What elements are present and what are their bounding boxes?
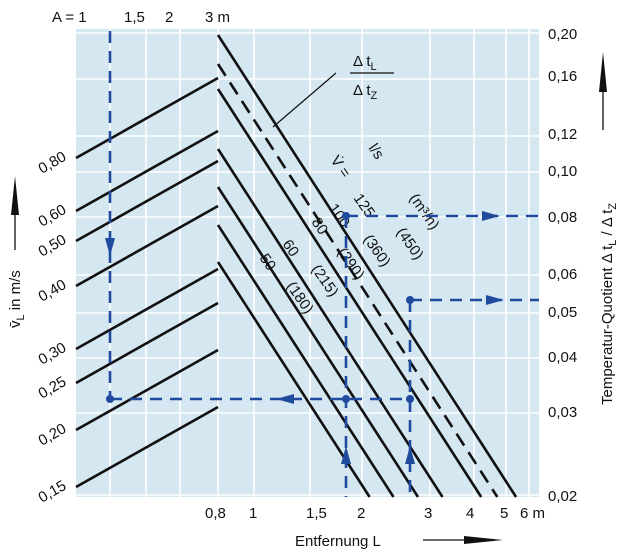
left-tick-0-40: 0,40 bbox=[36, 276, 70, 305]
fraction-numerator: Δ tL bbox=[353, 53, 377, 73]
left-tick-0-30: 0,30 bbox=[36, 339, 70, 368]
x-tick-0-8: 0,8 bbox=[205, 505, 226, 522]
velocity-line-4 bbox=[75, 267, 219, 351]
dot-left bbox=[106, 395, 114, 403]
arrow-left-horizontal bbox=[276, 394, 294, 404]
left-tick-0-20: 0,20 bbox=[36, 420, 70, 449]
series-label-60: 60 bbox=[279, 237, 302, 260]
arrow-right-005 bbox=[486, 295, 504, 305]
left-tick-0-60: 0,60 bbox=[36, 201, 70, 230]
dot-b-top bbox=[406, 296, 414, 304]
right-tick-0-03: 0,03 bbox=[548, 404, 577, 421]
fraction-annotation: Δ tL Δ tZ bbox=[272, 53, 394, 128]
arrow-down-left bbox=[105, 238, 115, 256]
x-tick-2: 2 bbox=[357, 505, 365, 522]
right-axis-arrowhead bbox=[599, 52, 607, 92]
top-axis-tick-3m: 3 m bbox=[205, 9, 230, 26]
right-tick-0-05: 0,05 bbox=[548, 304, 577, 321]
velocity-line-5 bbox=[75, 301, 219, 385]
example-arrows bbox=[105, 211, 504, 464]
left-tick-0-50: 0,50 bbox=[36, 231, 70, 260]
velocity-lines bbox=[75, 76, 219, 489]
diag-125-outer bbox=[216, 34, 518, 498]
dot-b-bottom bbox=[406, 395, 414, 403]
diag-60 bbox=[216, 224, 395, 498]
velocity-line-0 bbox=[75, 76, 219, 160]
fraction-leader bbox=[272, 72, 337, 128]
left-tick-0-25: 0,25 bbox=[36, 373, 70, 402]
diag-125 bbox=[216, 88, 483, 498]
plot-panel bbox=[76, 29, 539, 497]
left-tick-0-15: 0,15 bbox=[36, 477, 70, 506]
top-axis-tick-1-5: 1,5 bbox=[124, 9, 145, 26]
arrow-up-a bbox=[341, 446, 351, 464]
top-axis-prefix: A = 1 bbox=[52, 9, 87, 26]
arrow-right-008 bbox=[482, 211, 500, 221]
diag-dashed bbox=[216, 63, 499, 498]
x-tick-3: 3 bbox=[424, 505, 432, 522]
velocity-line-2 bbox=[75, 159, 219, 243]
x-axis-label: Entfernung L bbox=[295, 533, 381, 550]
x-tick-5: 5 bbox=[500, 505, 508, 522]
example-path bbox=[108, 31, 539, 497]
x-tick-4: 4 bbox=[466, 505, 474, 522]
diag-80 bbox=[216, 186, 420, 498]
right-tick-0-20: 0,20 bbox=[548, 26, 577, 43]
dot-a-bottom bbox=[342, 395, 350, 403]
arrow-up-b bbox=[405, 446, 415, 464]
x-axis-arrowhead bbox=[464, 536, 503, 544]
right-tick-0-12: 0,12 bbox=[548, 126, 577, 143]
x-tick-1-5: 1,5 bbox=[306, 505, 327, 522]
velocity-line-7 bbox=[75, 405, 219, 489]
series-label-50: 50 bbox=[256, 251, 279, 274]
right-tick-0-06: 0,06 bbox=[548, 266, 577, 283]
series-label-80: 80 bbox=[308, 215, 331, 238]
x-tick-6m: 6 m bbox=[520, 505, 545, 522]
right-tick-0-10: 0,10 bbox=[548, 163, 577, 180]
dot-a-top bbox=[342, 212, 350, 220]
velocity-line-1 bbox=[75, 129, 219, 213]
diag-100 bbox=[216, 148, 444, 498]
right-tick-0-04: 0,04 bbox=[548, 349, 577, 366]
left-axis-arrowhead bbox=[11, 176, 19, 215]
example-dots bbox=[106, 212, 414, 403]
right-axis-label: Temperatur-Quotient Δ tL / Δ tZ bbox=[599, 203, 619, 405]
x-tick-1: 1 bbox=[249, 505, 257, 522]
right-tick-0-08: 0,08 bbox=[548, 209, 577, 226]
left-axis-label: v̄L in m/s bbox=[7, 270, 27, 328]
left-tick-0-80: 0,80 bbox=[36, 148, 70, 177]
velocity-line-3 bbox=[75, 204, 219, 288]
right-tick-0-16: 0,16 bbox=[548, 68, 577, 85]
fraction-denominator: Δ tZ bbox=[353, 82, 378, 102]
velocity-line-6 bbox=[75, 348, 219, 432]
top-axis-tick-2: 2 bbox=[165, 9, 173, 26]
right-tick-0-02: 0,02 bbox=[548, 488, 577, 505]
